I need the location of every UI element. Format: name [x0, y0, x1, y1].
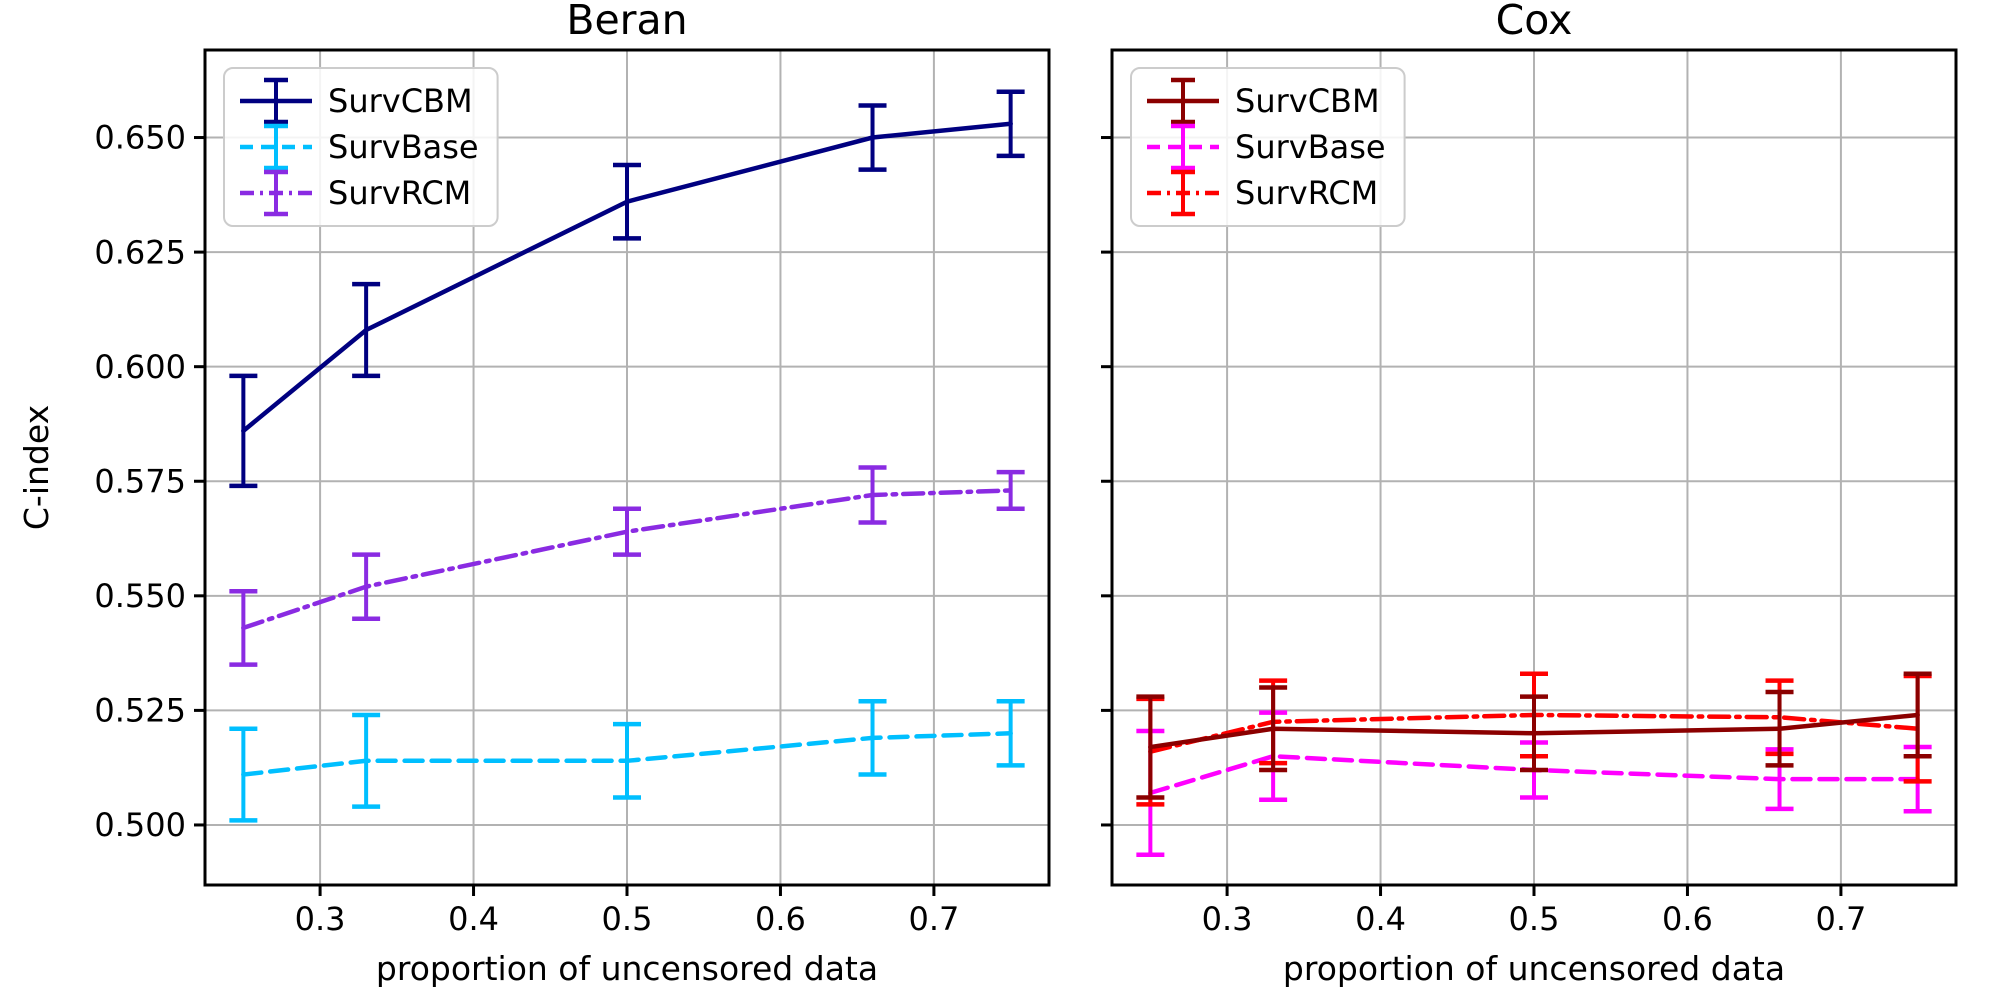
legend-box — [1130, 67, 1406, 227]
legend: SurvCBM SurvBase SurvRCM — [223, 67, 499, 227]
x-tick-label: 0.5 — [602, 900, 653, 938]
panel-beran: 0.3 0.4 0.5 0.6 0.7 0.500 0.525 0.550 0.575 0.600… — [17, 0, 1051, 988]
series-SurvBase — [229, 698, 1025, 823]
x-tick-label: 0.6 — [755, 900, 806, 938]
legend-box — [223, 67, 499, 227]
y-tick-label: 0.550 — [94, 577, 186, 615]
x-tick-label: 0.3 — [295, 900, 346, 938]
series-line-SurvBase — [241, 731, 1013, 777]
y-axis-label: C-index — [17, 405, 56, 530]
y-tick-label: 0.600 — [94, 348, 186, 386]
legend-item-SurvBase: SurvBase — [240, 123, 479, 171]
legend-item-SurvRCM: SurvRCM — [240, 169, 471, 217]
legend-label: SurvCBM — [328, 82, 473, 120]
legend-item-SurvCBM: SurvCBM — [1147, 77, 1380, 125]
series-line-SurvRCM — [241, 488, 1013, 631]
x-tick-label: 0.5 — [1509, 900, 1560, 938]
series-SurvCBM — [1136, 671, 1932, 800]
y-tick-label: 0.650 — [94, 119, 186, 157]
x-tick-label: 0.4 — [448, 900, 499, 938]
legend-label: SurvRCM — [328, 174, 471, 212]
x-tick-label: 0.7 — [1815, 900, 1866, 938]
panel-cox: 0.3 0.4 0.5 0.6 0.7 Cox proportion of uncensor… — [1101, 0, 1958, 988]
legend-label: SurvCBM — [1235, 82, 1380, 120]
legend-item-SurvCBM: SurvCBM — [240, 77, 473, 125]
y-tick-label: 0.500 — [94, 806, 186, 844]
legend-label: SurvBase — [1235, 128, 1386, 166]
series-line-SurvCBM — [1148, 712, 1920, 750]
panel-title-cox: Cox — [1496, 0, 1573, 44]
x-axis-label: proportion of uncensored data — [1283, 949, 1785, 988]
x-tick-label: 0.6 — [1662, 900, 1713, 938]
x-tick-label: 0.3 — [1202, 900, 1253, 938]
legend-label: SurvBase — [328, 128, 479, 166]
y-tick-label: 0.575 — [94, 462, 186, 500]
series-SurvRCM — [229, 465, 1025, 667]
y-tick-label: 0.625 — [94, 233, 186, 271]
legend: SurvCBM SurvBase SurvRCM — [1130, 67, 1406, 227]
legend-item-SurvRCM: SurvRCM — [1147, 169, 1378, 217]
series-line-SurvCBM — [241, 121, 1013, 434]
legend-label: SurvRCM — [1235, 174, 1378, 212]
series-SurvCBM — [229, 89, 1025, 489]
legend-item-SurvBase: SurvBase — [1147, 123, 1386, 171]
x-tick-label: 0.7 — [908, 900, 959, 938]
x-tick-label: 0.4 — [1355, 900, 1406, 938]
y-tick-label: 0.525 — [94, 692, 186, 730]
panel-title-beran: Beran — [566, 0, 687, 44]
x-axis-label: proportion of uncensored data — [376, 949, 878, 988]
